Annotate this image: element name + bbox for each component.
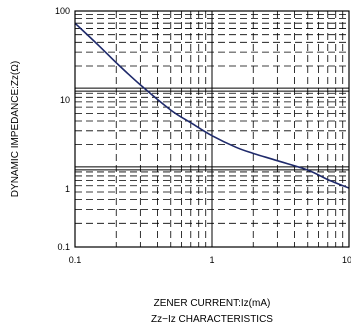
x-tick-label: 10 [342, 255, 351, 265]
y-tick-label: 100 [55, 6, 70, 16]
y-tick-label: 0.1 [57, 242, 70, 252]
x-axis-title: ZENER CURRENT:Iz(mA) [154, 298, 271, 309]
chart-subtitle: Zz−Iz CHARACTERISTICS [151, 314, 273, 325]
y-tick-label: 1 [65, 184, 70, 194]
y-tick-label: 10 [60, 95, 70, 105]
grid [75, 11, 349, 247]
x-tick-label: 0.1 [69, 255, 82, 265]
y-axis-title: DYNAMIC IMPEDANCE:Zz(Ω) [10, 61, 21, 197]
plot-frame [74, 10, 350, 248]
x-tick-label: 1 [209, 255, 214, 265]
series-line [74, 22, 350, 189]
